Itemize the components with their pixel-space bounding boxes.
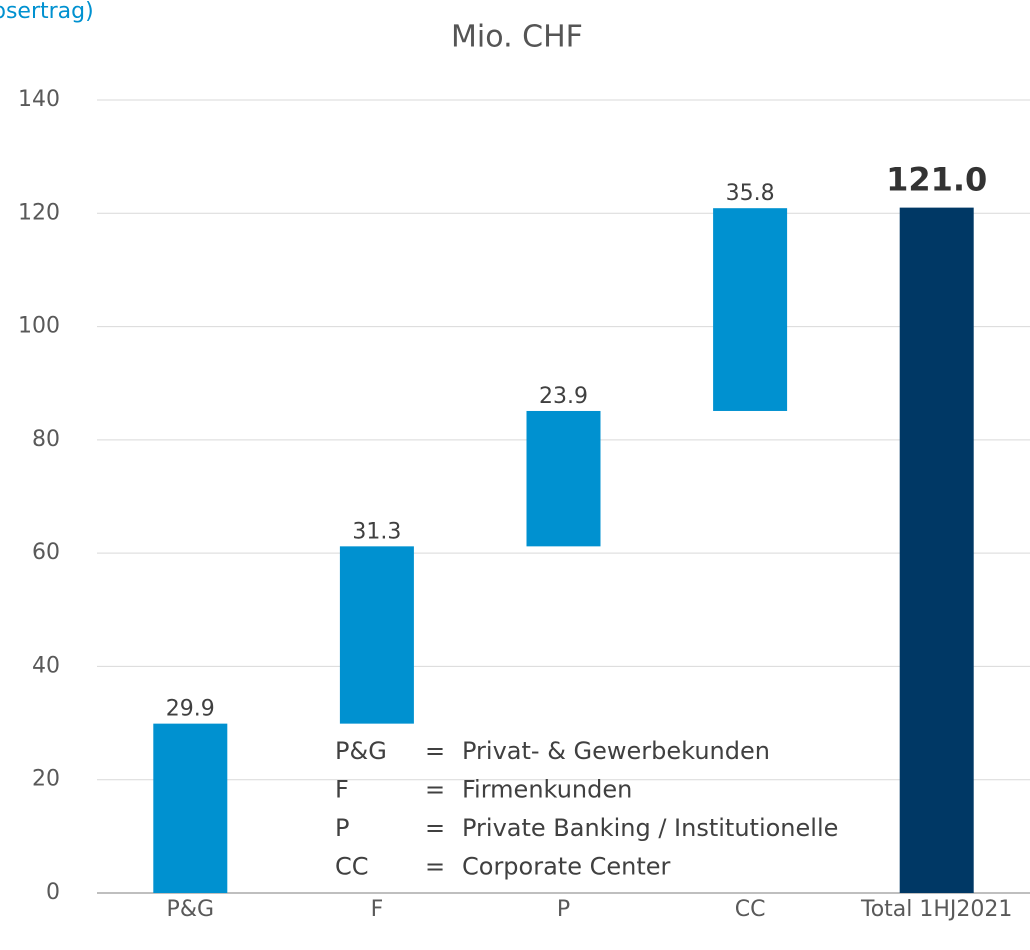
x-tick-label: P	[557, 897, 570, 922]
value-label: 29.9	[166, 697, 215, 722]
annotation-key: P&G	[335, 737, 387, 765]
value-label: 35.8	[726, 181, 775, 206]
chart-subtitle: Mio. CHF	[451, 20, 583, 55]
value-label: 23.9	[539, 384, 588, 409]
annotation-text: Corporate Center	[462, 853, 671, 881]
x-tick-label: F	[371, 897, 384, 922]
annotation-key: F	[335, 776, 349, 804]
x-tick-label: P&G	[167, 897, 214, 922]
annotation-text: Firmenkunden	[462, 776, 632, 804]
total-bar	[899, 207, 974, 893]
annotation-key: P	[335, 814, 349, 842]
y-tick-label: 100	[18, 314, 60, 339]
y-tick-label: 120	[18, 200, 60, 225]
bar	[339, 546, 414, 724]
y-tick-label: 0	[46, 880, 60, 905]
y-tick-label: 140	[18, 87, 60, 112]
annotation-key: CC	[335, 853, 369, 881]
chart-title: bsertrag)	[0, 0, 94, 24]
x-tick-label: CC	[735, 897, 766, 922]
annotation-sep: =	[425, 853, 445, 881]
value-label: 121.0	[886, 161, 987, 199]
annotation-sep: =	[425, 776, 445, 804]
x-tick-label: Total 1HJ2021	[860, 897, 1012, 922]
y-tick-label: 80	[32, 427, 60, 452]
y-tick-label: 60	[32, 540, 60, 565]
annotation-sep: =	[425, 737, 445, 765]
annotation-sep: =	[425, 814, 445, 842]
annotation-text: Private Banking / Institutionelle	[462, 814, 838, 842]
bar	[153, 723, 228, 893]
y-tick-label: 40	[32, 653, 60, 678]
bar	[713, 208, 788, 411]
annotation-text: Privat- & Gewerbekunden	[462, 737, 770, 765]
value-label: 31.3	[352, 519, 401, 544]
bar	[526, 410, 601, 547]
y-tick-label: 20	[32, 767, 60, 792]
